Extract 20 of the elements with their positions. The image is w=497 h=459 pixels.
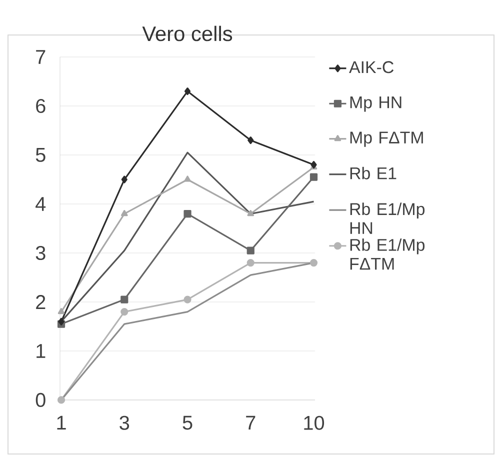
x-tick-label: 1 — [57, 416, 66, 430]
legend-label: Rb E1/Mp HN — [350, 202, 425, 234]
y-tick-label: 3 — [36, 246, 46, 260]
legend-label: Mp FΔTM — [350, 132, 423, 147]
chart-title: Vero cells — [142, 26, 232, 42]
y-tick-label: 7 — [36, 50, 46, 64]
legend-label: Rb E1/Mp FΔTM — [350, 238, 425, 270]
legend-label: Rb E1 — [350, 166, 396, 180]
legend-label: Mp HN — [350, 96, 402, 112]
legend-label: AIK-C — [349, 61, 394, 74]
x-tick-label: 5 — [182, 416, 192, 430]
y-tick-label: 0 — [36, 392, 46, 408]
x-tick-label: 10 — [304, 416, 324, 430]
y-tick-label: 2 — [36, 295, 46, 309]
y-tick-label: 6 — [36, 98, 46, 114]
x-tick-label: 3 — [120, 416, 130, 430]
y-tick-label: 1 — [36, 344, 46, 358]
y-tick-label: 4 — [36, 197, 46, 211]
x-tick-label: 7 — [246, 416, 256, 430]
y-tick-label: 5 — [36, 148, 46, 162]
